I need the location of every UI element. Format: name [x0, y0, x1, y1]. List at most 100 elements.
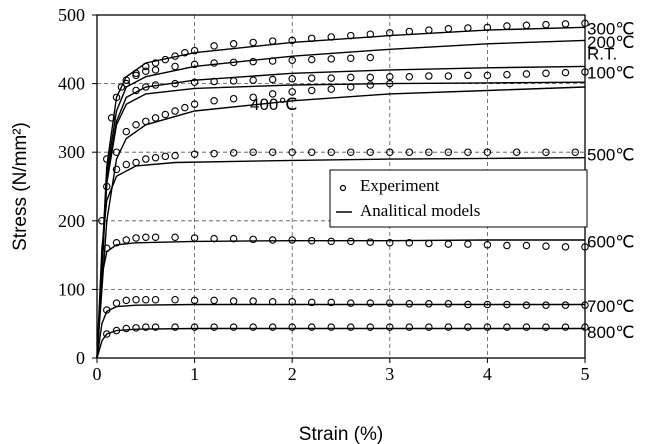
- experiment-point-300℃: [181, 48, 189, 57]
- experiment-point-300℃: [190, 46, 199, 55]
- experiment-point-700℃: [103, 306, 111, 314]
- experiment-point-300℃: [483, 23, 492, 32]
- experiment-point-600℃: [190, 234, 199, 242]
- experiment-point-R.T.: [268, 57, 277, 65]
- experiment-point-100℃: [444, 72, 453, 80]
- experiment-point-500℃: [327, 148, 335, 156]
- experiment-point-500℃: [268, 148, 277, 156]
- experiment-point-300℃: [444, 24, 453, 33]
- experiment-point-700℃: [386, 299, 394, 307]
- experiment-point-700℃: [268, 297, 277, 306]
- experiment-point-500℃: [542, 148, 550, 156]
- experiment-point-700℃: [171, 295, 179, 304]
- experiment-point-100℃: [425, 72, 433, 80]
- experiment-point-100℃: [142, 83, 150, 91]
- experiment-point-R.T.: [249, 57, 257, 66]
- experiment-point-800℃: [112, 326, 121, 335]
- experiment-point-600℃: [503, 241, 511, 250]
- experiment-point-800℃: [190, 323, 199, 331]
- experiment-point-500℃: [229, 149, 238, 157]
- x-tick-label: 5: [581, 364, 590, 384]
- experiment-point-800℃: [210, 323, 218, 331]
- experiment-point-300℃: [405, 27, 414, 36]
- experiment-point-500℃: [307, 148, 316, 156]
- experiment-point-500℃: [142, 155, 150, 163]
- experiment-point-500℃: [464, 148, 472, 156]
- experiment-point-300℃: [522, 21, 531, 30]
- experiment-point-300℃: [307, 34, 316, 43]
- experiment-point-600℃: [122, 236, 131, 244]
- series-label-100℃: 100℃: [587, 64, 634, 83]
- series-label-300℃: 300℃: [587, 20, 634, 39]
- experiment-point-400℃: [307, 86, 316, 95]
- experiment-point-800℃: [386, 323, 394, 331]
- experiment-point-800℃: [483, 323, 492, 331]
- experiment-point-400℃: [122, 127, 131, 136]
- experiment-point-700℃: [542, 301, 550, 309]
- y-axis-label: Stress (N/mm²): [10, 122, 31, 251]
- experiment-point-400℃: [327, 85, 335, 93]
- experiment-point-300℃: [171, 52, 179, 60]
- experiment-point-100℃: [503, 70, 511, 79]
- experiment-point-600℃: [347, 237, 355, 246]
- legend-experiment-label: Experiment: [360, 176, 440, 195]
- model-curve-100℃: [96, 81, 586, 359]
- experiment-point-600℃: [142, 233, 150, 242]
- experiment-point-800℃: [444, 323, 453, 331]
- series-label-800℃: 800℃: [587, 323, 634, 342]
- experiment-point-300℃: [161, 55, 170, 64]
- experiment-point-700℃: [464, 300, 472, 309]
- experiment-point-300℃: [561, 20, 570, 28]
- model-curve-300℃: [96, 26, 586, 359]
- series-label-400℃: 400℃: [250, 95, 297, 114]
- series-label-200℃: 200℃: [587, 33, 634, 52]
- legend-box: [329, 169, 588, 228]
- experiment-point-400℃: [181, 103, 189, 112]
- y-tick-label: 0: [76, 348, 85, 368]
- experiment-point-600℃: [483, 241, 492, 249]
- experiment-point-700℃: [483, 300, 492, 309]
- experiment-point-R.T.: [347, 54, 355, 62]
- experiment-point-100℃: [210, 77, 218, 86]
- experiment-point-R.T.: [307, 55, 316, 64]
- experiment-point-600℃: [268, 236, 277, 244]
- experiment-point-600℃: [425, 239, 433, 248]
- experiment-point-700℃: [132, 295, 140, 304]
- model-curve-700℃: [96, 303, 585, 359]
- y-tick-label: 400: [58, 74, 85, 94]
- x-axis-label: Strain (%): [299, 424, 383, 444]
- legend-model-label: Analitical models: [360, 201, 480, 220]
- experiment-point-100℃: [561, 68, 570, 77]
- experiment-point-400℃: [142, 117, 150, 126]
- experiment-point-600℃: [112, 239, 121, 247]
- experiment-point-500℃: [132, 158, 140, 167]
- x-tick-label: 1: [190, 364, 199, 384]
- experiment-point-400℃: [190, 100, 199, 108]
- experiment-point-600℃: [210, 234, 218, 243]
- experiment-point-100℃: [132, 86, 140, 95]
- experiment-point-R.T.: [327, 55, 335, 63]
- experiment-point-400℃: [210, 97, 218, 105]
- experiment-point-700℃: [366, 299, 375, 307]
- experiment-point-800℃: [103, 330, 111, 338]
- experiment-point-300℃: [98, 217, 106, 225]
- experiment-point-700℃: [347, 299, 355, 307]
- experiment-point-500℃: [103, 182, 111, 191]
- experiment-point-600℃: [288, 236, 296, 244]
- experiment-point-300℃: [122, 76, 131, 84]
- experiment-point-500℃: [347, 148, 355, 156]
- experiment-point-300℃: [210, 42, 218, 50]
- experiment-point-500℃: [571, 148, 579, 156]
- y-tick-label: 100: [58, 279, 85, 299]
- experiment-point-800℃: [464, 323, 472, 331]
- experiment-point-800℃: [347, 323, 355, 331]
- experiment-point-700℃: [122, 296, 131, 305]
- x-tick-label: 2: [288, 364, 297, 384]
- experiment-point-300℃: [103, 155, 111, 163]
- experiment-point-600℃: [464, 240, 472, 248]
- experiment-point-500℃: [161, 152, 170, 161]
- experiment-point-700℃: [405, 300, 414, 308]
- experiment-point-800℃: [142, 323, 150, 331]
- experiment-point-100℃: [249, 76, 257, 84]
